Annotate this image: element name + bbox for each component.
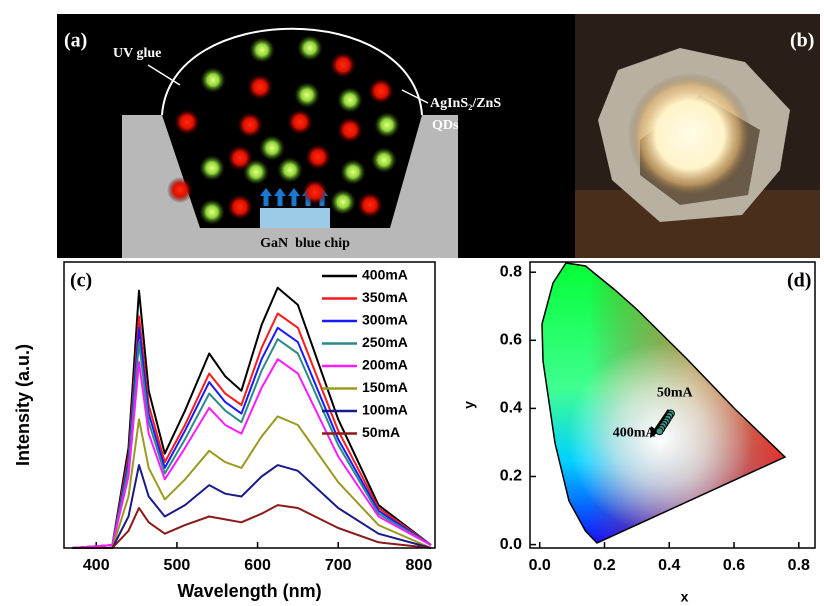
x-tick-label: 0.4: [658, 557, 680, 574]
qd-dot: [277, 157, 303, 183]
qd-dot: [337, 87, 363, 113]
chip-label: GaN blue chip: [260, 236, 350, 251]
qd-dot: [287, 109, 313, 135]
qd-dot: [259, 135, 285, 161]
y-tick-label: 0.4: [500, 400, 522, 417]
qd-dot: [302, 179, 328, 205]
qd-dot: [174, 109, 200, 135]
x-tick-label: 0.2: [593, 557, 615, 574]
qd-dot: [227, 194, 253, 220]
x-axis-label: Wavelength (nm): [177, 581, 321, 601]
figure: (a) UV glue AgInS₂/ZnS QDs GaN blue chip…: [0, 0, 824, 606]
legend-label: 150mA: [362, 379, 408, 395]
qd-dot: [167, 177, 193, 203]
panel-label: (c): [70, 270, 92, 292]
y-axis-label: y: [461, 401, 477, 409]
x-tick-label: 500: [164, 557, 191, 574]
qd-dot: [294, 82, 320, 108]
annotation: 50mA: [657, 386, 694, 401]
color-point: [656, 428, 663, 435]
qd-dot: [237, 112, 263, 138]
panel-a: (a) UV glue AgInS₂/ZnS QDs GaN blue chip: [57, 14, 575, 258]
legend-label: 350mA: [362, 289, 408, 305]
qd-dot: [247, 74, 273, 100]
uv-glue-label: UV glue: [113, 46, 161, 61]
panel-label: (a): [64, 30, 87, 52]
qd-dot: [199, 155, 225, 181]
qd-dot: [357, 192, 383, 218]
y-tick-label: 0.0: [500, 536, 522, 553]
x-tick-label: 0.6: [723, 557, 745, 574]
x-tick-label: 0.0: [529, 557, 551, 574]
qd-dot: [199, 199, 225, 225]
qd-dot: [249, 37, 275, 63]
legend-label: 200mA: [362, 357, 408, 373]
cie-gamut: [530, 255, 820, 550]
panel-label: (d): [787, 270, 811, 292]
x-tick-label: 0.8: [788, 557, 810, 574]
x-tick-label: 600: [244, 557, 271, 574]
x-tick-label: 400: [83, 557, 110, 574]
qd-dot: [305, 144, 331, 170]
legend-label: 300mA: [362, 312, 408, 328]
legend-label: 250mA: [362, 334, 408, 350]
x-tick-label: 800: [406, 557, 433, 574]
qd-dot: [330, 189, 356, 215]
legend-label: 100mA: [362, 402, 408, 418]
qd-dot: [368, 78, 394, 104]
x-axis-label: x: [681, 589, 689, 605]
x-tick-label: 700: [325, 557, 352, 574]
cie-fill: [530, 255, 820, 550]
qd-dot: [297, 35, 323, 61]
annotation: 400mA: [613, 425, 657, 440]
legend-label: 50mA: [362, 424, 400, 440]
qd-dot: [374, 112, 400, 138]
qd-label: AgInS₂/ZnS: [430, 96, 501, 111]
y-tick-label: 0.8: [500, 263, 522, 280]
y-tick-label: 0.6: [500, 332, 522, 349]
blue-chip: [260, 208, 330, 228]
panel-b: (b): [575, 14, 820, 258]
qd-dot: [330, 52, 356, 78]
qd-dot: [227, 145, 253, 171]
led-glow: [628, 73, 752, 197]
qd-label: QDs: [432, 118, 459, 133]
y-axis-label: Intensity (a.u.): [13, 344, 33, 466]
qd-dot: [340, 159, 366, 185]
panel-label: (b): [790, 30, 814, 52]
legend-label: 400mA: [362, 267, 408, 283]
qd-dot: [200, 67, 226, 93]
qd-dot: [337, 117, 363, 143]
y-tick-label: 0.2: [500, 468, 522, 485]
qd-dot: [371, 147, 397, 173]
